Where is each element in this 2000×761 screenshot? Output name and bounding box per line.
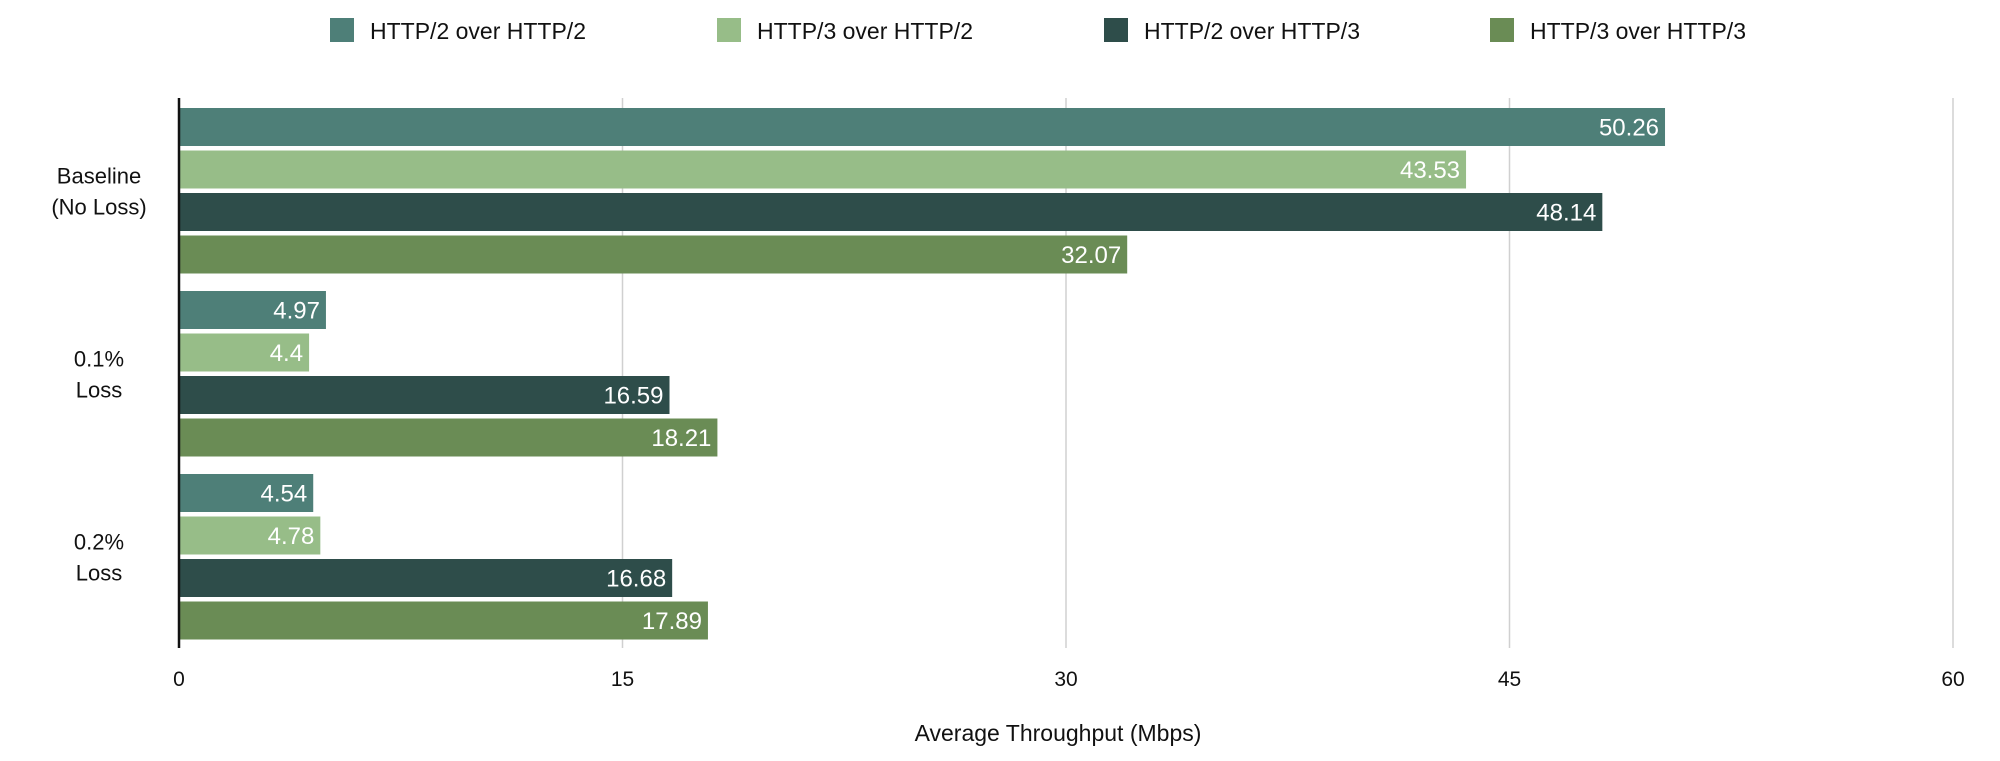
data-labels: 50.26 43.53 48.14 32.07 4.97 4.4 16.59 18.21 4.5… xyxy=(261,115,1660,636)
category-label: 0.1% Loss xyxy=(74,346,124,402)
bar xyxy=(179,291,326,329)
data-label: 48.14 xyxy=(1536,200,1596,227)
x-tick-label: 15 xyxy=(611,668,634,691)
data-label: 4.78 xyxy=(268,523,315,550)
bar xyxy=(179,108,1666,146)
category-label: Baseline (No Loss) xyxy=(51,163,146,219)
x-tick-label: 60 xyxy=(1941,668,1964,691)
bar xyxy=(179,150,1467,189)
bar xyxy=(179,418,718,457)
legend: HTTP/2 over HTTP/2 HTTP/3 over HTTP/2 HTTP… xyxy=(330,18,1746,44)
data-label: 4.54 xyxy=(261,481,308,508)
bar xyxy=(179,193,1603,231)
legend-label: HTTP/3 over HTTP/2 xyxy=(757,18,973,44)
bar xyxy=(179,474,314,512)
data-label: 32.07 xyxy=(1061,242,1121,269)
data-label: 4.97 xyxy=(273,298,320,325)
legend-swatch xyxy=(1490,18,1514,42)
data-label: 43.53 xyxy=(1400,157,1460,184)
legend-label: HTTP/2 over HTTP/2 xyxy=(370,18,586,44)
x-tick-label: 30 xyxy=(1054,668,1077,691)
category-labels: Baseline (No Loss) 0.1% Loss 0.2% Loss xyxy=(51,163,146,585)
legend-swatch xyxy=(717,18,741,42)
data-label: 50.26 xyxy=(1599,115,1659,142)
legend-label: HTTP/3 over HTTP/3 xyxy=(1530,18,1746,44)
bar xyxy=(179,235,1128,274)
x-tick-label: 45 xyxy=(1498,668,1521,691)
x-tick-label: 0 xyxy=(173,668,185,691)
grid-lines xyxy=(621,98,1954,648)
legend-swatch xyxy=(1104,18,1128,42)
x-tick-labels: 0 15 30 45 60 xyxy=(173,668,1965,691)
data-label: 4.4 xyxy=(270,340,303,367)
bar xyxy=(179,376,670,414)
bar xyxy=(179,333,310,372)
data-label: 16.59 xyxy=(603,383,663,410)
data-label: 17.89 xyxy=(642,608,702,635)
bar xyxy=(179,559,673,597)
data-label: 18.21 xyxy=(651,425,711,452)
bar xyxy=(179,601,708,640)
bar xyxy=(179,516,321,555)
legend-swatch xyxy=(330,18,354,42)
data-label: 16.68 xyxy=(606,566,666,593)
bars xyxy=(179,108,1666,640)
legend-label: HTTP/2 over HTTP/3 xyxy=(1144,18,1360,44)
x-axis-title: Average Throughput (Mbps) xyxy=(915,720,1202,746)
category-label: 0.2% Loss xyxy=(74,529,124,585)
